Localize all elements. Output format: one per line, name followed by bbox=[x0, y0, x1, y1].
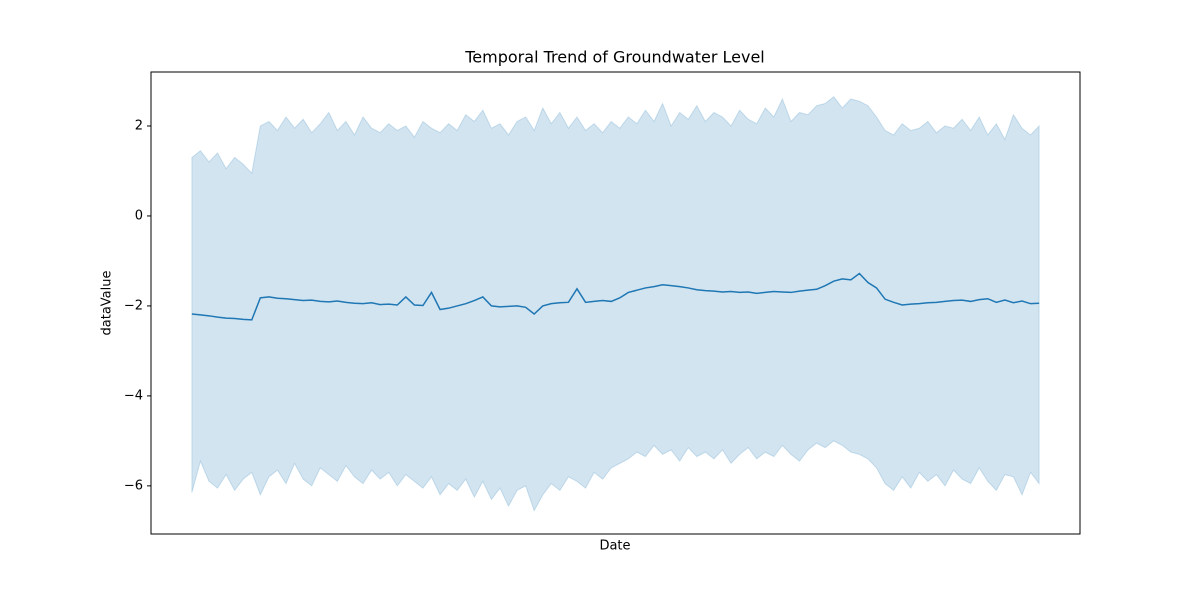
y-tick-label: 0 bbox=[135, 208, 143, 223]
y-tick-label: −4 bbox=[124, 388, 143, 403]
y-tick-label: 2 bbox=[135, 118, 143, 133]
confidence-band bbox=[191, 96, 1040, 512]
y-tick-label: −2 bbox=[124, 298, 143, 313]
y-tick-label: −6 bbox=[124, 478, 143, 493]
x-axis-label: Date bbox=[599, 539, 630, 554]
plot-frame bbox=[150, 71, 1081, 535]
chart-title: Temporal Trend of Groundwater Level bbox=[464, 48, 764, 67]
y-axis-label: dataValue bbox=[100, 271, 115, 336]
mean-line bbox=[191, 272, 1040, 321]
